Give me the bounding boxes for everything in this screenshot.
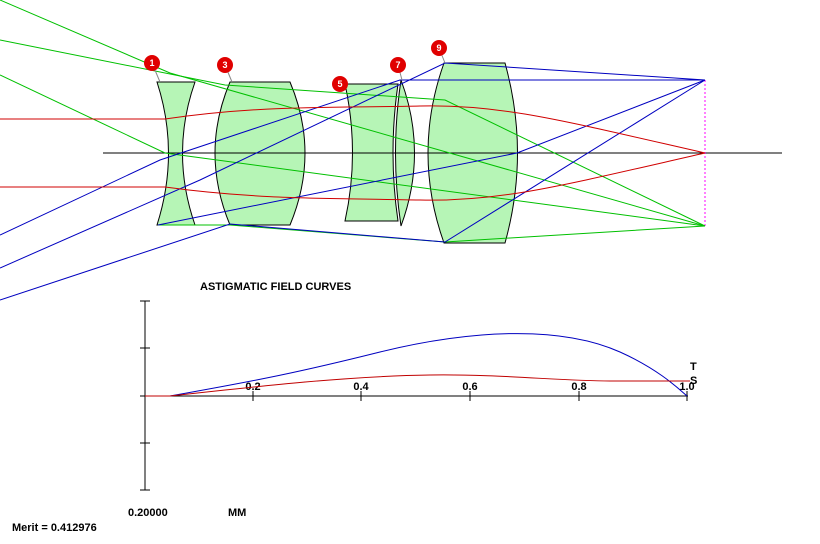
svg-text:3: 3 <box>222 60 227 70</box>
lens-marker-9[interactable]: 9 <box>431 40 447 56</box>
field-curves-plot: ASTIGMATIC FIELD CURVES 0.2 0.4 0.6 0.8 … <box>128 281 697 519</box>
ray-blue-3 <box>0 79 706 301</box>
sagittal-label: S <box>690 375 697 387</box>
ray-blue-4 <box>157 79 706 226</box>
field-curves-title: ASTIGMATIC FIELD CURVES <box>200 281 351 293</box>
ray-green-3 <box>0 74 706 227</box>
svg-text:5: 5 <box>337 79 342 89</box>
sagittal-curve <box>145 374 690 397</box>
lens-marker-7[interactable]: 7 <box>390 57 406 73</box>
x-tick-label-1.0: 1.0 <box>679 381 694 393</box>
svg-text:1: 1 <box>149 58 154 68</box>
ray-blue-2 <box>0 62 706 269</box>
lens-marker-3[interactable]: 3 <box>217 57 233 73</box>
blue-rays <box>0 62 706 301</box>
ray-red-upper <box>0 105 706 154</box>
svg-text:7: 7 <box>395 60 400 70</box>
ray-green-4 <box>158 224 706 243</box>
ray-green-2 <box>0 39 706 227</box>
unit-label: MM <box>228 507 246 519</box>
lens-marker-1[interactable]: 1 <box>144 55 160 71</box>
lens-marker-5[interactable]: 5 <box>332 76 348 92</box>
merit-readout: Merit = 0.412976 <box>12 522 97 534</box>
x-tick-label-0.6: 0.6 <box>462 381 477 393</box>
ray-green-1 <box>0 0 706 227</box>
lens-markers: 1 3 5 7 9 <box>144 40 447 92</box>
tangential-curve <box>145 333 688 397</box>
svg-text:9: 9 <box>436 43 441 53</box>
x-tick-label-0.8: 0.8 <box>571 381 586 393</box>
ray-blue-1 <box>0 79 705 236</box>
tangential-label: T <box>690 361 697 373</box>
scale-value: 0.20000 <box>128 507 168 519</box>
ray-red-lower <box>0 152 706 201</box>
x-tick-label-0.4: 0.4 <box>353 381 369 393</box>
red-rays <box>0 105 706 201</box>
